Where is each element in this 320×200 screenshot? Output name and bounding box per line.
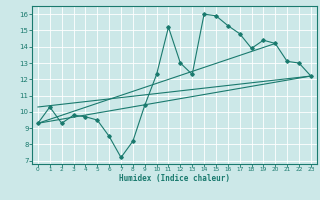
X-axis label: Humidex (Indice chaleur): Humidex (Indice chaleur) [119, 174, 230, 183]
